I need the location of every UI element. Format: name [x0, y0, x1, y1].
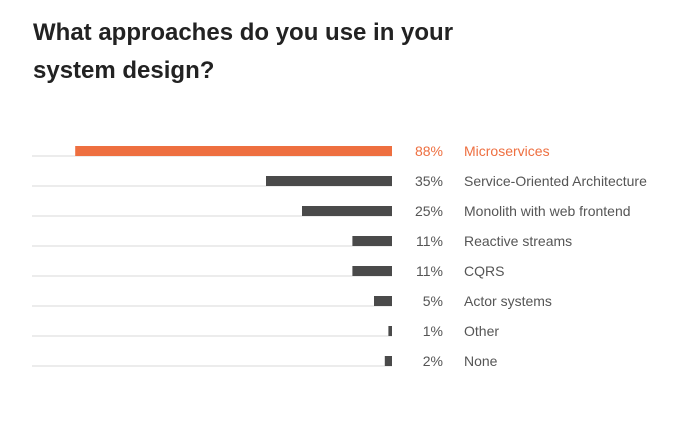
category-label: Microservices — [464, 143, 550, 159]
bar — [352, 266, 392, 276]
category-label: Other — [464, 323, 499, 339]
value-label: 5% — [423, 293, 443, 309]
value-label: 25% — [415, 203, 443, 219]
category-label: Service-Oriented Architecture — [464, 173, 647, 189]
bar — [384, 356, 392, 366]
bar — [302, 206, 392, 216]
category-label: None — [464, 353, 498, 369]
value-label: 88% — [415, 143, 443, 159]
category-label: Monolith with web frontend — [464, 203, 631, 219]
category-label: Reactive streams — [464, 233, 572, 249]
value-label: 2% — [423, 353, 443, 369]
value-label: 1% — [423, 323, 443, 339]
value-label: 35% — [415, 173, 443, 189]
category-label: CQRS — [464, 263, 504, 279]
bar — [75, 146, 392, 156]
bar — [266, 176, 392, 186]
value-label: 11% — [416, 263, 443, 279]
bar — [352, 236, 392, 246]
category-label: Actor systems — [464, 293, 552, 309]
chart-title: What approaches do you use in your syste… — [33, 19, 454, 84]
bar — [388, 326, 392, 336]
value-label: 11% — [416, 233, 443, 249]
bar — [374, 296, 392, 306]
